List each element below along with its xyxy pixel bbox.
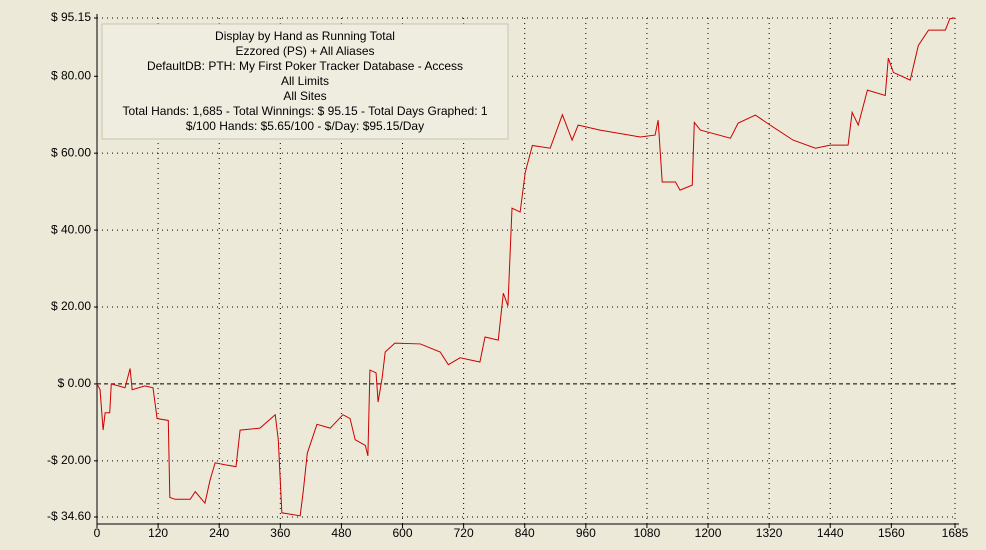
y-tick-label: $ 20.00 [51, 299, 91, 313]
y-tick-label: $ 40.00 [51, 222, 91, 236]
annotation: Display by Hand as Running Total [215, 29, 395, 43]
x-tick-label: 1440 [817, 526, 844, 540]
x-tick-label: 240 [209, 526, 229, 540]
x-tick-label: 1080 [634, 526, 661, 540]
y-tick-label: -$ 20.00 [47, 453, 91, 467]
line [96, 17, 956, 517]
y-tick-label: $ 95.15 [51, 10, 91, 24]
x-tick-label: 840 [515, 526, 535, 540]
annotation: Ezzored (PS) + All Aliases [235, 44, 374, 58]
x-tick-label: 480 [331, 526, 351, 540]
x-tick-label: 0 [94, 526, 101, 540]
x-tick-label: 120 [148, 526, 168, 540]
y-tick-label: $ 60.00 [51, 145, 91, 159]
annotation: Total Hands: 1,685 - Total Winnings: $ 9… [122, 104, 487, 118]
annotation: DefaultDB: PTH: My First Poker Tracker D… [147, 59, 463, 73]
y-tick-label: $ 0.00 [58, 376, 92, 390]
annotation: $/100 Hands: $5.65/100 - $/Day: $95.15/D… [186, 119, 424, 133]
x-tick-label: 720 [454, 526, 474, 540]
y-tick-label: -$ 34.60 [47, 509, 91, 523]
y-tick-label: $ 80.00 [51, 68, 91, 82]
info-text: Display by Hand as Running TotalEzzored … [122, 29, 487, 133]
plot: -$ 34.60 -$ 20.00 $ 0.00 $ 20.00 $ 40.00 $ 60… [47, 10, 969, 540]
x-tick-label: 1200 [695, 526, 722, 540]
annotation: All Limits [281, 74, 329, 88]
x-tick-label: 600 [393, 526, 413, 540]
x-tick-label: 1685 [942, 526, 969, 540]
info-box [101, 23, 509, 140]
x-tick-label: 1560 [878, 526, 905, 540]
annotation: All Sites [283, 89, 326, 103]
x-tick-label: 1320 [756, 526, 783, 540]
x-tick-label: 360 [270, 526, 290, 540]
x-tick-label: 960 [576, 526, 596, 540]
